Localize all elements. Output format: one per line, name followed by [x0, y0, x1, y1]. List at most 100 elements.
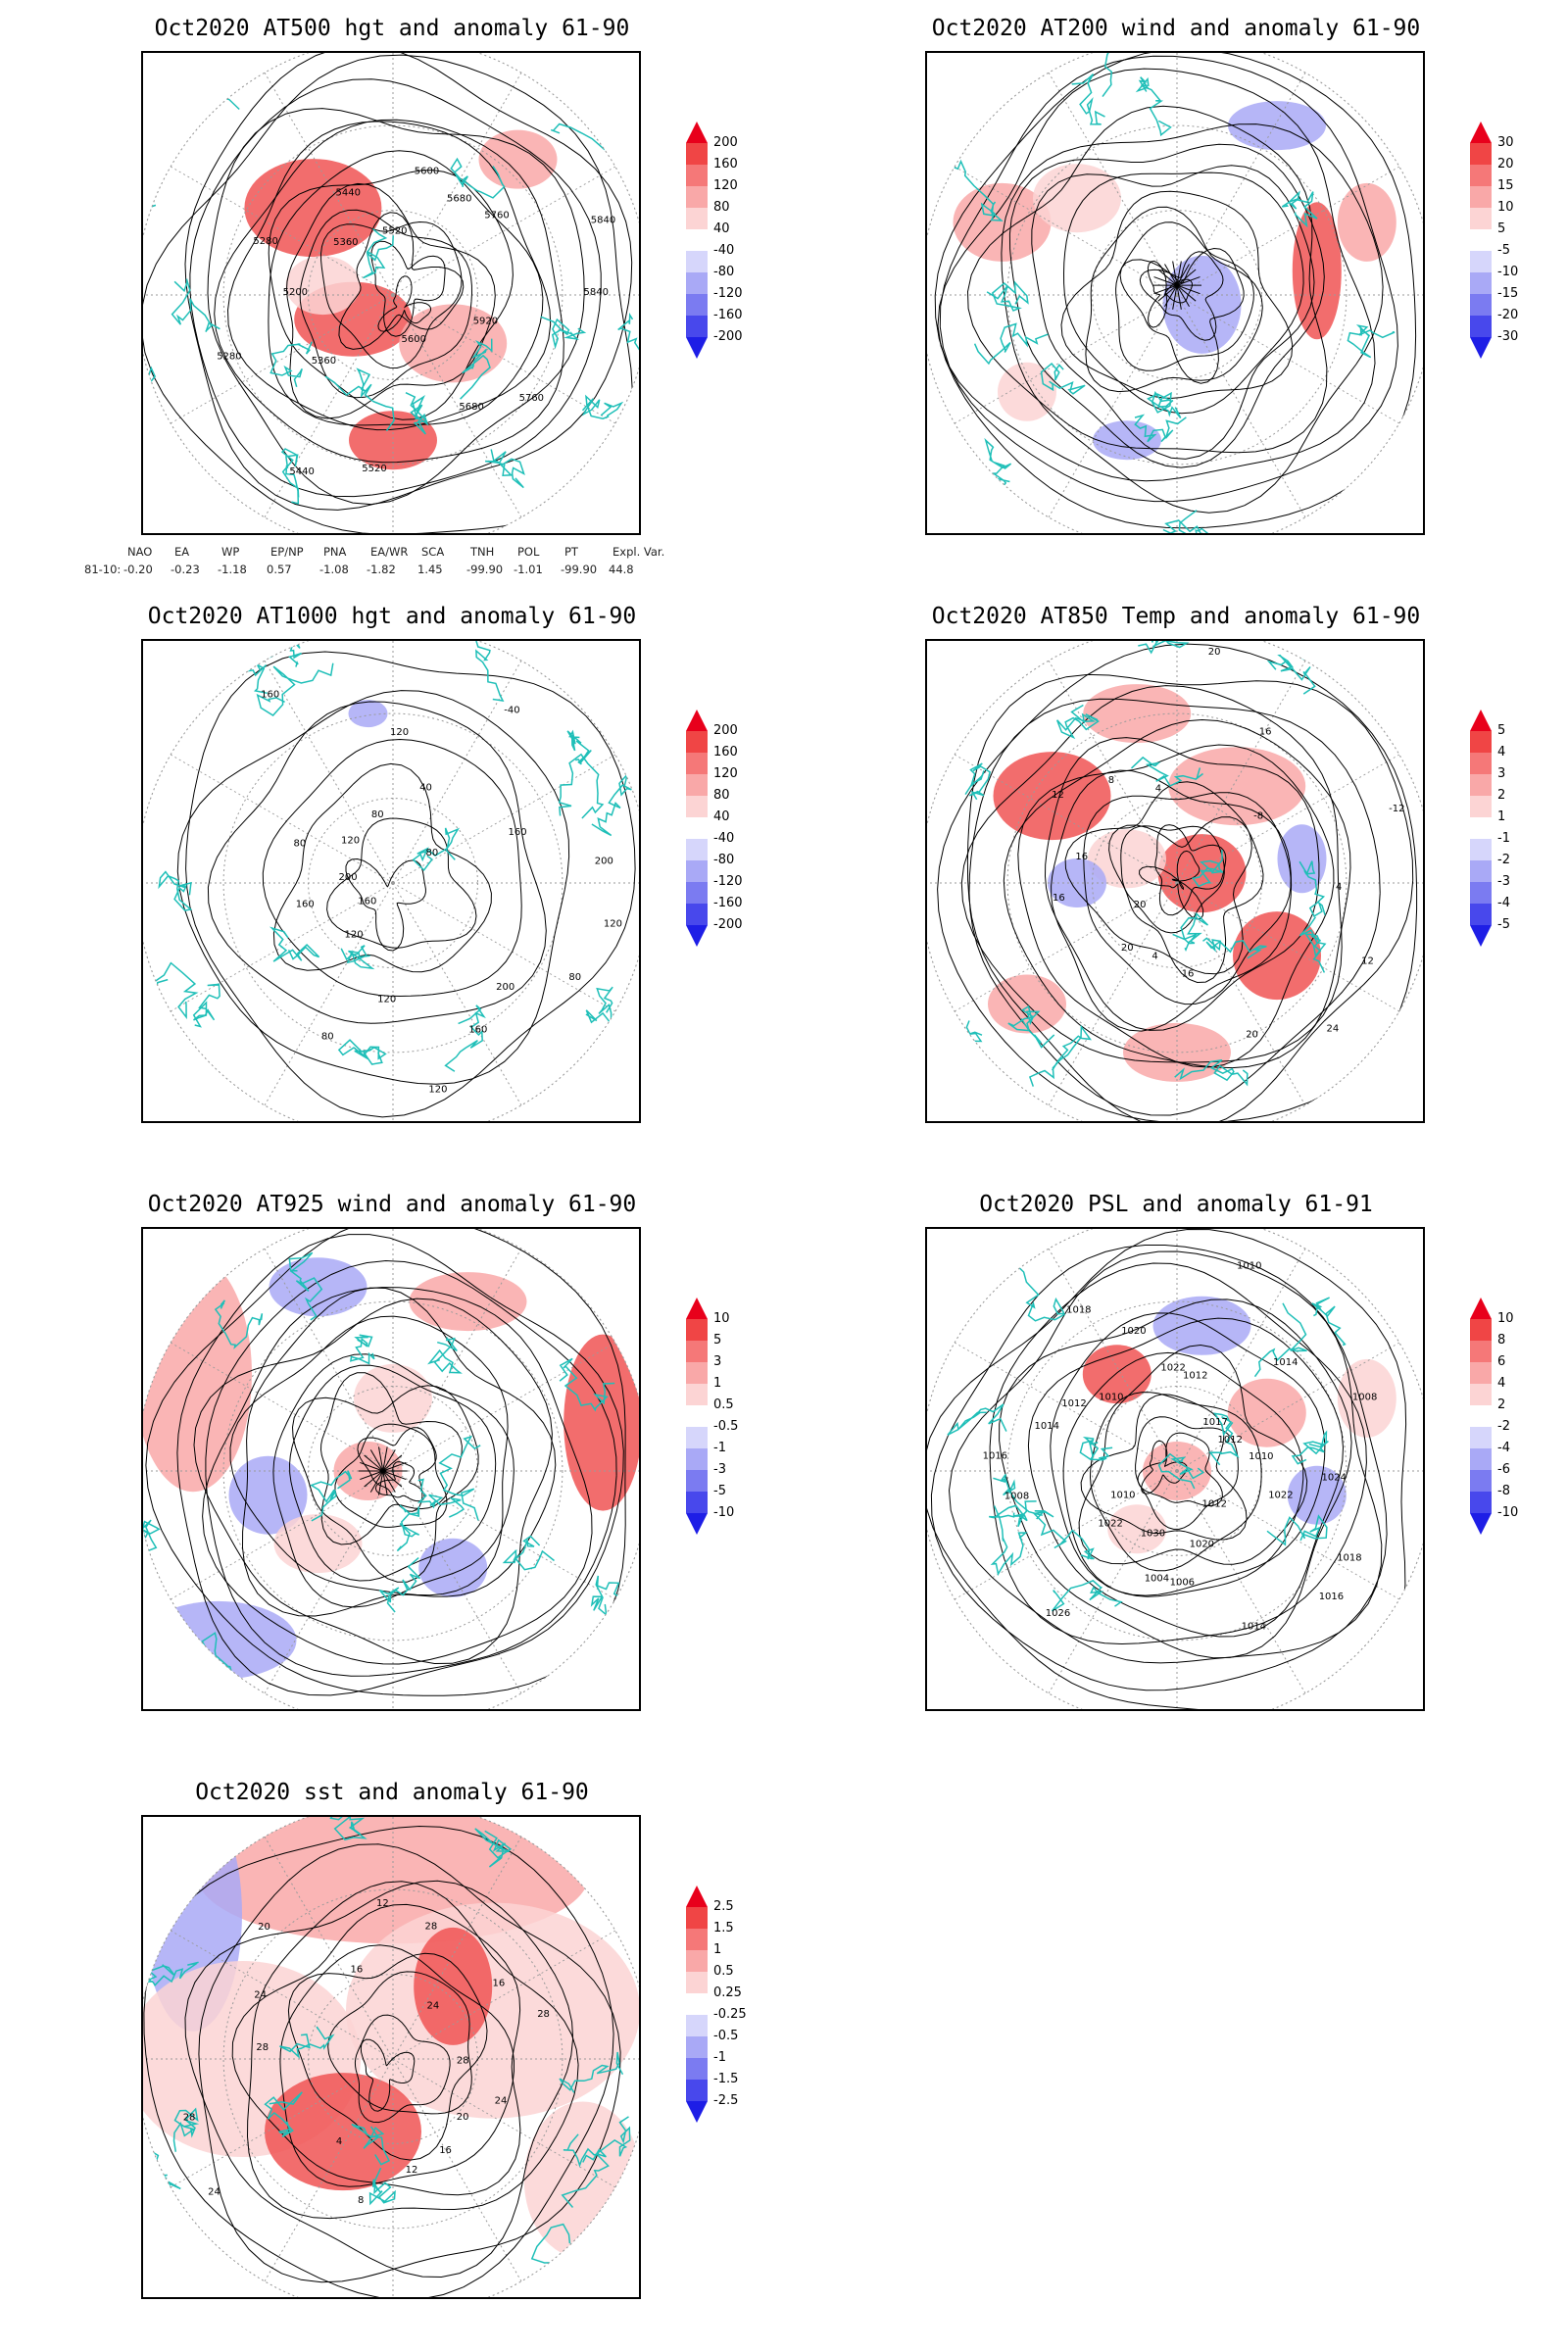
teleconnection-value: -0.23 [171, 563, 200, 576]
coastline [991, 1679, 1021, 1709]
colorbar-segment [686, 1319, 708, 1341]
coastline [1172, 911, 1209, 953]
teleconnection-header: PNA [323, 545, 347, 559]
contour-label: 80 [321, 1032, 334, 1043]
contour-label: 12 [1052, 790, 1064, 801]
polar-map: 5840 5920 5760 5680 5600 5520 5440 5360 5280 5200… [141, 51, 641, 535]
coastline [581, 394, 624, 419]
teleconnection-header: TNH [470, 545, 495, 559]
coastline [193, 656, 268, 695]
coastline [363, 228, 394, 279]
colorbar-segment [686, 143, 708, 165]
meridian-line [1176, 660, 1306, 884]
meridian-line [392, 1342, 616, 1472]
meridian-line [1048, 72, 1178, 296]
coastline [989, 1500, 1037, 1528]
contour-line [214, 119, 564, 464]
meridian-line [392, 882, 522, 1106]
contour-line [370, 240, 446, 337]
colorbar-label: 1 [1497, 809, 1506, 824]
map-canvas: 80 120 160 160 200 80 120 160 80 120 40 -40 80 160 200… [143, 641, 639, 1121]
wind-streamline [377, 1446, 384, 1472]
anomaly-shading [523, 2101, 639, 2259]
coastline [337, 1039, 387, 1065]
anomaly-shading [993, 752, 1111, 841]
anomaly-shading [349, 411, 437, 470]
colorbar-segment [686, 2080, 708, 2101]
colorbar-segment [686, 774, 708, 796]
contour-label: 1004 [1145, 1574, 1169, 1585]
contour-label: 5520 [382, 226, 407, 237]
colorbar-segment [1470, 208, 1492, 229]
teleconnection-value-row: 81-10: -0.20 -0.23 -1.18 0.57 -1.08 -1.82 1.45 -… [84, 563, 702, 580]
wind-streamline [1176, 269, 1197, 286]
colorbar-label: -3 [1497, 874, 1510, 889]
contour-label: 120 [390, 727, 409, 738]
contour-label: 16 [439, 2145, 452, 2156]
contour-label: 5280 [217, 351, 241, 362]
contour-line [1154, 824, 1227, 916]
wind-streamline [382, 1470, 388, 1495]
coastline [1040, 362, 1086, 395]
colorbar-label: 0.5 [713, 1397, 734, 1412]
meridian-line [392, 882, 616, 1012]
coastline [474, 1828, 513, 1868]
colorbar-label: -30 [1497, 329, 1519, 344]
contour-line [207, 701, 547, 1024]
coastline [590, 1575, 628, 1617]
colorbar-segment [1470, 143, 1492, 165]
coastline [1281, 190, 1318, 228]
contour-label: 160 [261, 689, 279, 700]
contour-line [1001, 123, 1384, 514]
colorbar-segment [686, 1448, 708, 1470]
contour-label: 12 [1361, 956, 1374, 966]
coastline [427, 1336, 463, 1374]
colorbar-label: 160 [713, 157, 738, 172]
contour-label: 1018 [1066, 1305, 1091, 1316]
colorbar-segment [1470, 1492, 1492, 1513]
wind-streamline [364, 1454, 384, 1472]
coastline [405, 392, 429, 435]
coastline [585, 986, 613, 1026]
colorbar-bottom-arrow [1470, 1513, 1492, 1535]
contour-line [184, 1880, 574, 2278]
colorbar-label: 10 [1497, 200, 1514, 215]
anomaly-shading [354, 1363, 432, 1433]
panel-title: Oct2020 AT1000 hgt and anomaly 61-90 [147, 604, 637, 629]
contour-label: 80 [294, 838, 307, 849]
anomaly-shading [348, 700, 388, 728]
contour-label: 12 [376, 1898, 389, 1909]
coastline [1071, 74, 1105, 125]
colorbar-segment [1470, 272, 1492, 294]
meridian-line [954, 1470, 1178, 1600]
anomaly-shading [1107, 1504, 1167, 1554]
teleconnection-table: NAO EA WP EP/NP PNA EA/WR SCA TNH POL PT Expl. Var… [84, 545, 702, 580]
contour-label: 160 [468, 1025, 487, 1036]
latitude-circle [222, 712, 564, 1054]
meridian-line [170, 754, 394, 884]
meridian-line [392, 166, 616, 296]
coastline [588, 1610, 623, 1668]
meridian-line [392, 2058, 522, 2282]
contour-line [1120, 825, 1225, 934]
teleconnection-header: EP/NP [270, 545, 304, 559]
wind-streamline [382, 1470, 407, 1481]
meridian-line [954, 294, 1178, 424]
coastline [1202, 937, 1267, 959]
wind-streamline [1157, 284, 1178, 302]
wind-streamline [1176, 264, 1190, 286]
contour-label: 1012 [1061, 1398, 1086, 1409]
colorbar-top-arrow [686, 122, 708, 143]
coastline [1162, 510, 1213, 533]
coastline [171, 278, 220, 332]
contour-label: 120 [377, 995, 396, 1005]
contour-label: 5600 [402, 334, 426, 345]
coastline [149, 1240, 194, 1292]
contour-line [1060, 190, 1294, 399]
contour-line [930, 1245, 1388, 1691]
colorbar-segment [686, 753, 708, 774]
coastline [166, 53, 240, 111]
contour-line [189, 78, 602, 498]
contour-label: 1014 [1242, 1622, 1266, 1633]
contour-label: 5680 [447, 194, 471, 205]
